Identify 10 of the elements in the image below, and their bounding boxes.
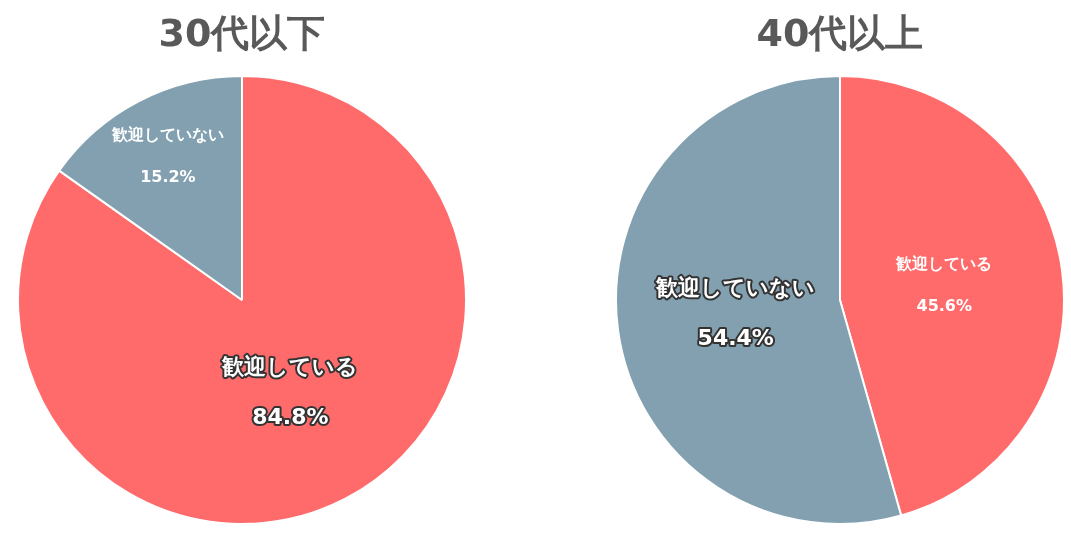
chart-title: 40代以上 — [755, 10, 925, 57]
data-label: 84.8% — [252, 404, 329, 430]
slice-label: 歓迎している — [895, 253, 993, 273]
slice-label: 歓迎していない — [655, 275, 816, 301]
slice-label: 歓迎している — [221, 354, 359, 380]
data-label: 15.2% — [140, 166, 196, 186]
chart-title: 30代以下 — [157, 10, 327, 57]
data-label: 45.6% — [916, 295, 973, 315]
data-label: 54.4% — [697, 325, 774, 351]
slice-label: 歓迎していない — [110, 124, 224, 144]
